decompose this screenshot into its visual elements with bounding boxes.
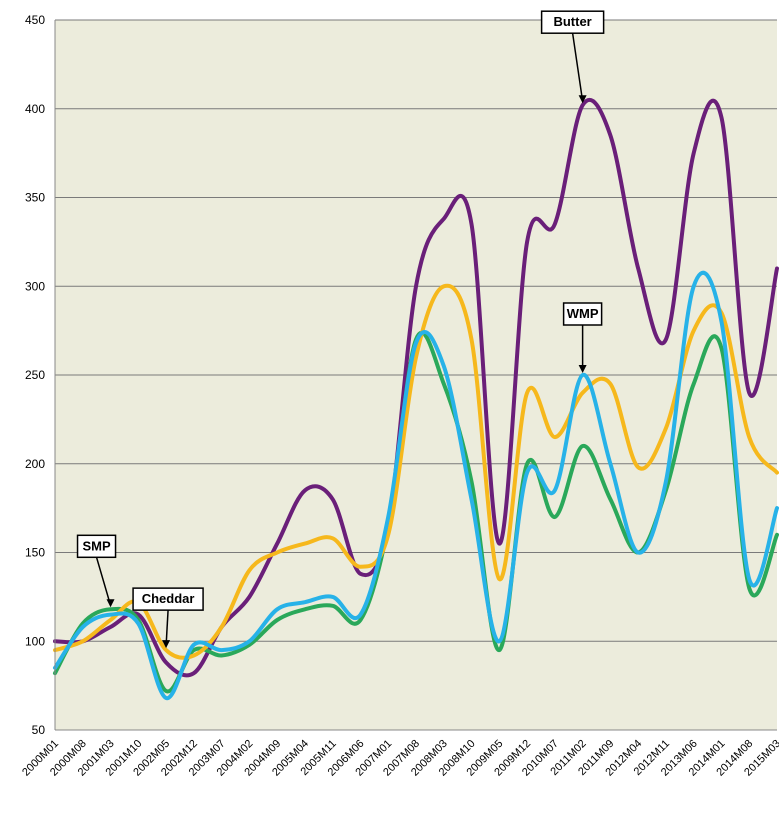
annotation-box [562,302,603,326]
annotation-label: SMP [82,538,111,553]
annotation-label: Butter [553,14,591,29]
annotation-arrowhead [106,599,115,608]
series-lines [53,97,779,700]
x-axis-ticks: 2000M012000M082001M032001M102002M052002M… [20,738,779,779]
annotation-butter: Butter [540,10,605,104]
annotation-box [540,10,605,34]
annotation-wmp: WMP [562,302,603,373]
annotation-box [132,587,204,611]
y-tick-label: 400 [25,102,45,116]
annotation-label: Cheddar [142,591,195,606]
annotation-label: WMP [567,306,599,321]
annotation-cheddar: Cheddar [132,587,204,649]
y-tick-label: 250 [25,368,45,382]
annotation-box [76,534,117,559]
y-tick-label: 300 [25,279,45,293]
y-axis-ticks: 50 100 150 200 250 300 350 400 450 [25,13,45,737]
annotation-arrowhead [578,365,587,373]
annotation-arrow [95,557,112,606]
y-tick-label: 450 [25,13,45,27]
series-line-cheddar [53,283,779,660]
y-tick-label: 50 [32,723,46,737]
y-tick-label: 200 [25,457,45,471]
y-tick-label: 150 [25,546,45,560]
series-line-wmp [53,270,779,700]
y-tick-label: 350 [25,191,45,205]
y-tick-label: 100 [25,634,45,648]
annotation-arrow [571,33,584,102]
annotation-arrowhead [578,95,587,104]
annotations: Butter WMP SMP Cheddar [76,10,605,649]
annotation-smp: SMP [76,534,117,608]
annotation-arrowhead [162,640,171,649]
